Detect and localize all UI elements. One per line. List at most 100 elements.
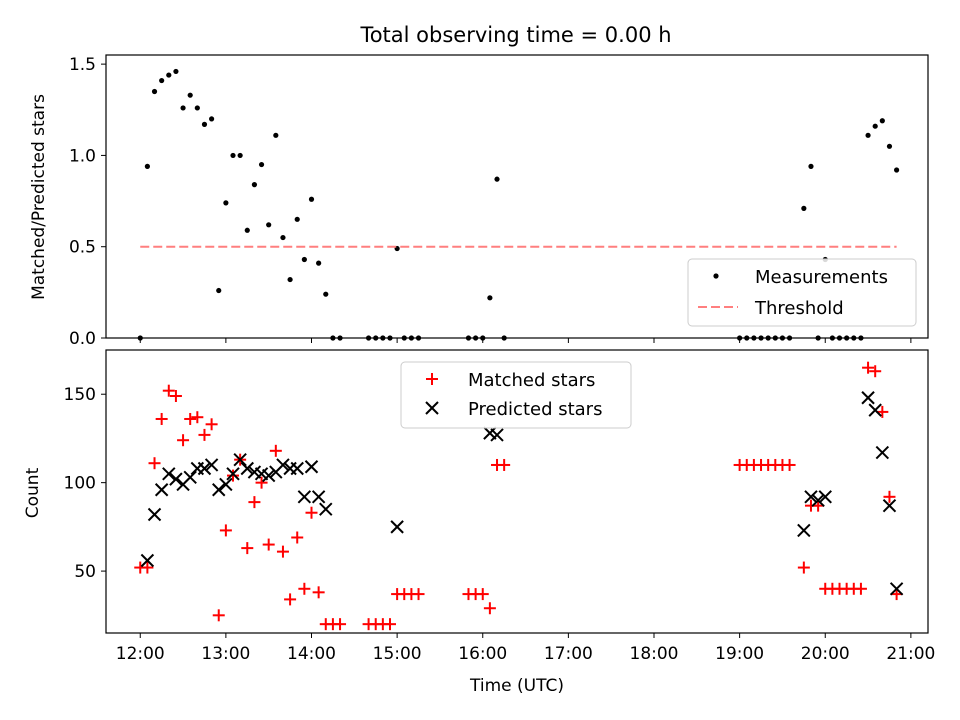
predicted-stars-point <box>276 458 290 472</box>
predicted-stars-point <box>197 461 212 476</box>
predicted-stars-point <box>390 520 404 534</box>
matched-stars-point <box>155 412 168 425</box>
measurements-point <box>487 295 493 301</box>
legend-marker-measurements <box>713 273 719 279</box>
bottom-plot-area: 12:00 13:00 14:00 15:00 16:00 17:00 18:00 19:00… <box>64 361 935 664</box>
matched-stars-point <box>269 444 282 457</box>
measurements-point <box>879 118 885 124</box>
y-tick-label: 150 <box>64 385 96 405</box>
measurements-point <box>180 105 186 111</box>
matched-stars-point <box>312 586 325 599</box>
legend-label-threshold: Threshold <box>754 298 844 319</box>
predicted-stars-point <box>319 502 333 516</box>
top-y-axis-label: Matched/Predicted stars <box>29 94 49 300</box>
matched-stars-point <box>305 506 318 519</box>
x-tick-label: 13:00 <box>201 644 250 664</box>
measurements-point <box>159 77 165 84</box>
matched-stars-point <box>383 618 396 631</box>
matched-stars-point <box>483 602 496 615</box>
predicted-stars-point <box>811 493 825 508</box>
predicted-stars-point <box>261 468 276 483</box>
matched-stars-point <box>205 418 218 431</box>
measurements-point <box>287 276 293 283</box>
measurements-point <box>273 132 279 138</box>
measurements-point <box>301 256 307 263</box>
chart-title: Total observing time = 0.00 h <box>359 23 671 47</box>
matched-stars-point <box>255 476 268 489</box>
measurements-point <box>865 132 871 138</box>
predicted-stars-point <box>183 470 197 485</box>
measurements-point <box>894 167 900 173</box>
predicted-stars-point <box>804 490 818 504</box>
matched-stars-point <box>284 593 297 606</box>
bottom-legend-box <box>400 361 632 429</box>
predicted-stars-point <box>868 403 882 417</box>
measurements-point <box>494 176 500 182</box>
predicted-stars-point <box>240 461 254 476</box>
matched-stars-point <box>241 542 254 555</box>
matched-stars-point <box>169 389 182 402</box>
y-tick-label: 100 <box>64 474 96 494</box>
legend-marker-matched <box>426 373 438 385</box>
x-tick-label: 16:00 <box>458 644 507 664</box>
matched-stars-point <box>412 588 425 601</box>
predicted-stars-point <box>882 498 897 513</box>
predicted-stars-point <box>875 445 890 460</box>
matched-stars-point <box>248 496 261 509</box>
measurements-point <box>801 205 807 211</box>
matched-stars-point <box>883 490 896 503</box>
measurements-point <box>237 152 243 159</box>
x-tick-label: 20:00 <box>801 644 850 664</box>
measurements-point <box>201 121 208 127</box>
predicted-stars-point <box>490 428 504 442</box>
legend-label-measurements: Measurements <box>755 267 888 288</box>
measurements-point <box>244 227 250 233</box>
bottom-panel: Count Time (UTC) 12:00 13:00 14:00 15:00 16:… <box>23 349 935 696</box>
measurements-point <box>808 163 814 169</box>
x-tick-label: 18:00 <box>630 644 679 664</box>
matched-stars-point <box>141 561 154 574</box>
measurements-point <box>258 161 265 168</box>
measurements-point <box>187 92 193 98</box>
y-tick-label: 0.5 <box>69 238 96 258</box>
matched-stars-point <box>498 458 511 471</box>
measurements-point <box>223 200 229 206</box>
matched-stars-point <box>184 412 197 425</box>
x-tick-label: 14:00 <box>287 644 336 664</box>
y-tick-label: 50 <box>74 562 96 582</box>
predicted-stars-point <box>226 467 240 481</box>
matched-stars-point <box>298 582 311 595</box>
bottom-axes-frame <box>105 349 929 634</box>
legend-label-predicted: Predicted stars <box>468 399 602 420</box>
matched-stars-point <box>148 457 161 470</box>
matched-stars-point <box>334 618 347 631</box>
measurements-point <box>230 152 236 159</box>
predicted-stars-point <box>304 460 319 474</box>
matched-stars-point <box>862 361 875 374</box>
predicted-stars-point <box>889 582 904 596</box>
matched-stars-point <box>219 524 232 537</box>
x-axis-label: Time (UTC) <box>469 676 564 696</box>
predicted-stars-point <box>311 490 326 504</box>
predicted-stars-point <box>861 391 875 405</box>
predicted-stars-point <box>797 523 811 538</box>
matched-stars-point <box>854 582 867 595</box>
predicted-stars-point <box>297 490 312 504</box>
matched-stars-point <box>191 411 204 424</box>
measurements-point <box>166 72 172 78</box>
measurements-point <box>173 68 179 75</box>
matched-stars-point <box>276 545 289 558</box>
top-axes-frame <box>105 54 929 339</box>
matched-stars-point <box>869 365 882 378</box>
predicted-stars-point <box>818 490 832 504</box>
x-tick-label: 19:00 <box>715 644 764 664</box>
legend-marker-predicted <box>425 401 439 415</box>
measurements-point <box>151 88 158 95</box>
measurements-point <box>209 116 215 122</box>
measurements-point <box>316 260 322 266</box>
measurements-point <box>194 105 200 111</box>
matched-stars-point <box>227 469 240 482</box>
measurements-point <box>872 123 878 129</box>
predicted-stars-point <box>169 472 183 486</box>
